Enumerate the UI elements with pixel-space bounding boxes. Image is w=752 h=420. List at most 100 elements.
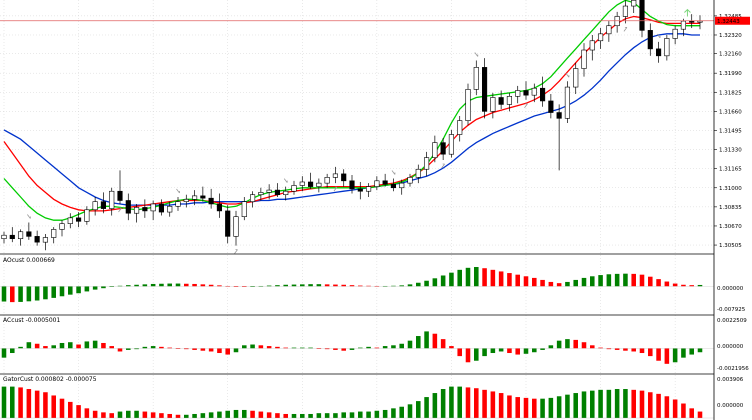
ao-indicator-panel[interactable]: ACcust -0.0005001 0.0022509 0.000000 -0.…: [0, 317, 749, 375]
candle: [365, 183, 372, 198]
ao-bar: [250, 344, 255, 349]
candle-body: [548, 100, 554, 113]
candle-body: [67, 217, 73, 224]
candle-body: [689, 20, 695, 23]
ao-bar: [416, 336, 421, 349]
gator-bar: [391, 408, 396, 418]
candle: [67, 213, 73, 229]
gator-bar: [341, 412, 346, 418]
ac-bar: [192, 283, 197, 287]
ao-bar: [523, 348, 529, 354]
ac-bar: [515, 274, 520, 287]
candle-body: [183, 199, 189, 202]
fractal-arrow-icon: [27, 214, 31, 219]
candle: [208, 188, 214, 209]
ac-bar: [565, 281, 570, 287]
ao-bar: [548, 345, 554, 349]
candle-body: [631, 0, 637, 7]
gator-bar: [465, 387, 471, 418]
ac-bar: [532, 277, 537, 287]
candle: [1, 231, 7, 244]
gator-bar: [175, 414, 181, 418]
candle: [515, 85, 521, 104]
candle-body: [316, 182, 322, 187]
candle-body: [324, 177, 330, 184]
candle-body: [573, 68, 579, 88]
ac-bar: [59, 286, 65, 297]
gator-bar: [424, 397, 429, 418]
candle: [307, 172, 314, 189]
candle-body: [589, 40, 595, 51]
ac-bar: [184, 283, 189, 287]
candle-body: [539, 87, 546, 102]
ac-bar: [681, 284, 686, 287]
ac-bar: [573, 279, 578, 287]
ao-bar: [333, 348, 338, 350]
ao-bar: [449, 346, 454, 349]
gator-bar: [474, 388, 479, 418]
ao-bar: [432, 333, 438, 349]
candle-body: [564, 86, 571, 119]
ao-bar: [565, 339, 570, 349]
candle: [639, 0, 645, 38]
candle: [523, 81, 529, 100]
gator-indicator-panel[interactable]: GatorCust 0.000802 -0.000075 0.003906 0.…: [0, 376, 744, 419]
ao-bar: [474, 348, 479, 361]
candle-body: [9, 234, 15, 239]
ao-bar: [18, 346, 23, 349]
candle: [133, 203, 140, 223]
candle-body: [208, 197, 214, 205]
gator-bar: [300, 413, 305, 418]
candle-body: [332, 173, 339, 178]
gator-bar: [109, 413, 114, 418]
ac-indicator-panel[interactable]: AOcust 0.000669 0.000000 -0.007925: [0, 257, 746, 316]
price-tick-label: 1.32160: [719, 52, 742, 58]
candle-body: [17, 231, 24, 239]
candle: [341, 169, 347, 187]
ao-bar: [92, 340, 98, 349]
candle: [42, 234, 49, 251]
ac-bar: [283, 284, 288, 287]
candle-body: [581, 49, 587, 69]
ao-bar: [490, 348, 496, 354]
ao-bar: [556, 340, 562, 349]
gator-bar: [523, 397, 529, 418]
ao-bar: [217, 348, 222, 354]
gator-indicator-label: GatorCust 0.000802 -0.000075: [3, 376, 97, 383]
candle-body: [423, 157, 430, 170]
candle-body: [382, 180, 388, 185]
candle-body: [440, 142, 446, 155]
fractal-arrow-icon: [441, 163, 445, 169]
candle: [564, 81, 571, 123]
ac-bar: [266, 285, 272, 287]
gator-bar: [333, 413, 338, 418]
gator-bar: [250, 410, 255, 418]
ac-bar: [300, 284, 305, 287]
candle-body: [597, 33, 604, 42]
ac-bar: [200, 284, 206, 287]
ac-bar: [432, 278, 438, 287]
gator-bar: [399, 406, 404, 418]
candle: [647, 23, 653, 56]
ac-bar: [26, 286, 32, 302]
ac-bar: [498, 271, 504, 287]
gator-bar: [126, 410, 131, 418]
ac-bar: [614, 273, 620, 287]
ac-bar: [672, 283, 678, 287]
gator-histogram: [0, 386, 714, 419]
ao-bar: [407, 340, 413, 349]
gator-bar: [648, 392, 653, 418]
candle-body: [399, 182, 405, 189]
ac-bar: [507, 273, 512, 287]
ao-bar: [51, 345, 56, 349]
ac-bar: [648, 276, 653, 287]
gator-bar: [449, 386, 454, 418]
candle-body: [299, 181, 305, 186]
candle-body: [92, 201, 98, 211]
ac-bar: [217, 285, 222, 287]
ao-bar: [167, 347, 172, 349]
candle: [324, 173, 330, 188]
candle: [399, 179, 405, 195]
